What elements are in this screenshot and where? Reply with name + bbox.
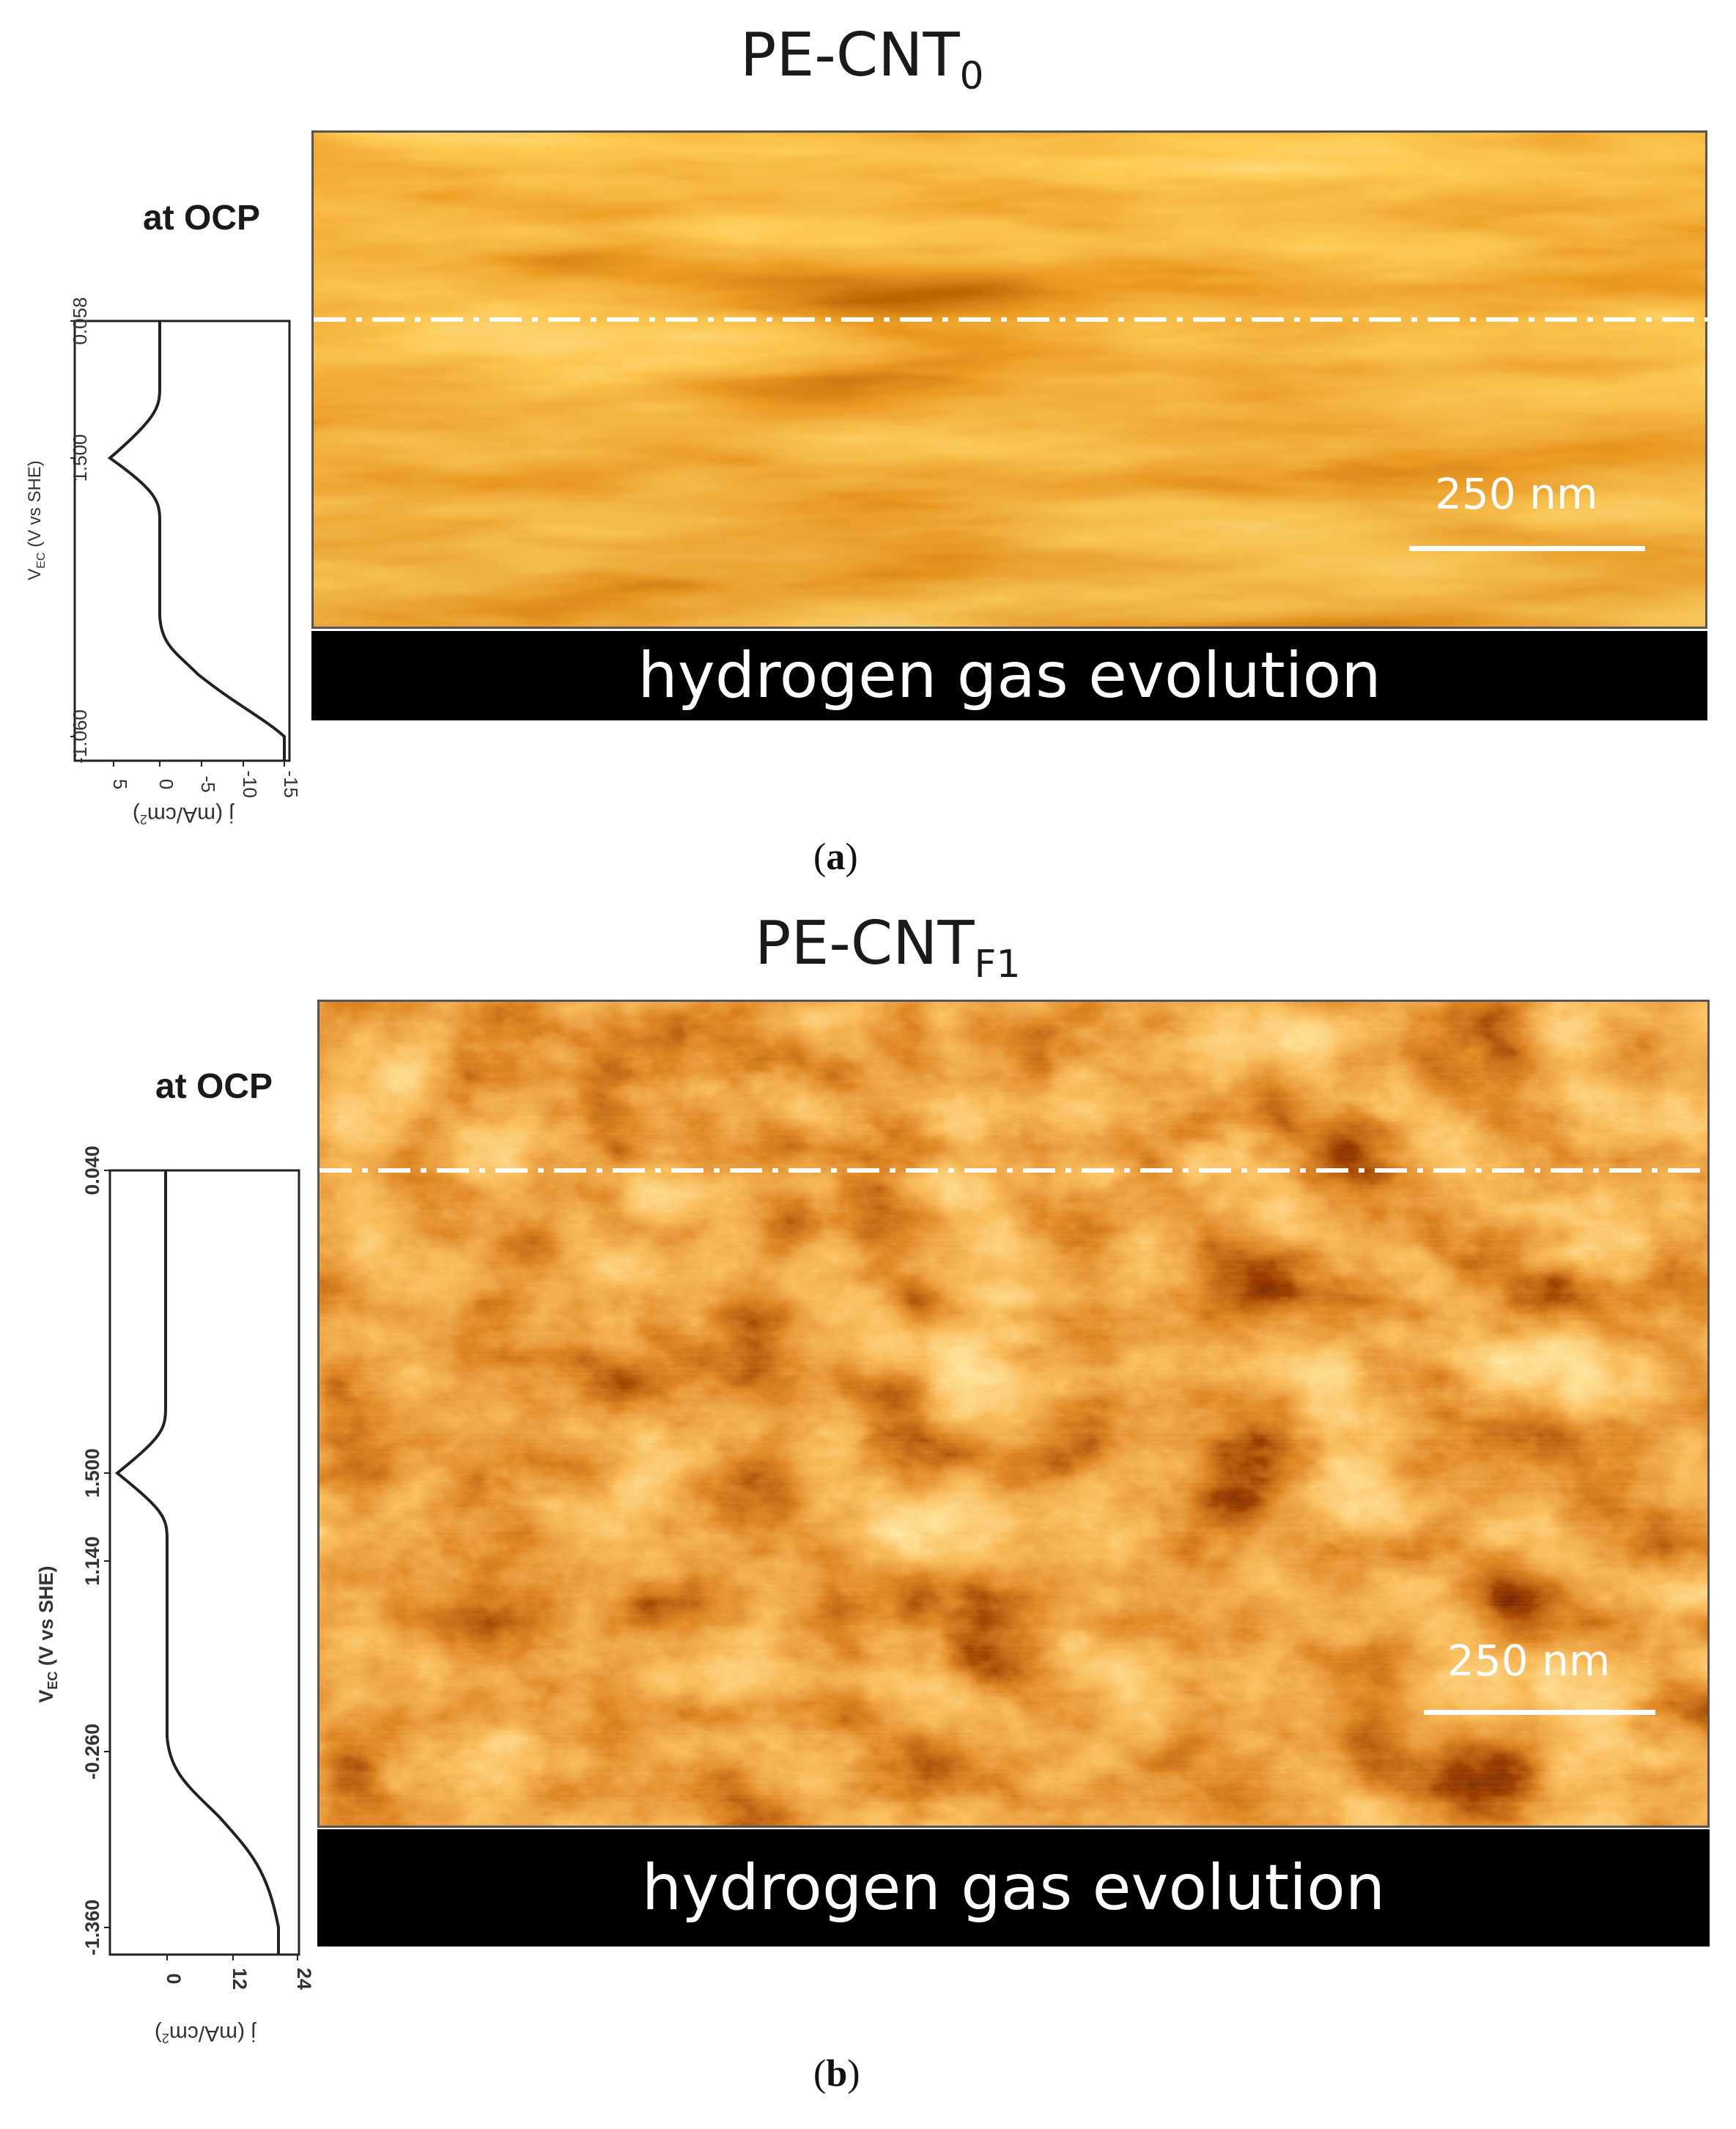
panel-b-scale-label: 250 nm [1447, 1636, 1611, 1686]
panel-b-iv-curve [114, 1170, 280, 1955]
panel-b-voltage-axis-label: VEC (V vs SHE) [35, 1565, 60, 1702]
panel-a-afm-image [311, 130, 1707, 629]
panel-b-afm-image [317, 1000, 1710, 1828]
panel-b-caption: (b) [813, 2053, 860, 2095]
panel-b-ocp-label: at OCP [155, 1067, 273, 1106]
panel-a-ocp-label: at OCP [143, 199, 261, 237]
panel-a-vtick-2: -1.060 [69, 709, 91, 764]
panel-b-ctick-2: 24 [293, 1968, 315, 1990]
panel-b-vtick-2: 1.140 [81, 1536, 103, 1586]
panel-b-afm-texture [320, 1002, 1707, 1826]
panel-b-vtick-4: -1.360 [81, 1900, 103, 1956]
panel-a-vtick-1: 1.500 [69, 434, 91, 481]
panel-a-scale-bar [1409, 546, 1645, 551]
panel-b-scale-bar [1424, 1710, 1655, 1715]
panel-a-title: PE-CNT0 [740, 21, 984, 98]
panel-b-vtick-0: 0.040 [81, 1145, 103, 1195]
panel-a-voltage-ticks: 0.058 1.500 -1.060 [69, 297, 91, 763]
panel-a-ctick-3: -10 [239, 770, 261, 798]
panel-a-ctick-4: -15 [280, 770, 302, 798]
panel-b-ctick-0: 0 [163, 1973, 185, 1984]
panel-a-ocp-marker-line [314, 317, 1735, 322]
panel-b-ctick-1: 12 [229, 1968, 251, 1990]
panel-b-vtick-3: -0.260 [81, 1724, 103, 1780]
panel-b-vtick-1: 1.500 [81, 1448, 103, 1498]
panel-b-ocp-marker-line [320, 1168, 1734, 1173]
panel-b-current-ticks: 0 12 24 [163, 1955, 315, 1990]
panel-a-ctick-2: -5 [197, 775, 219, 792]
panel-b-voltage-ticks: 0.040 1.500 1.140 -0.260 -1.360 [81, 1145, 110, 1955]
panel-a-current-ticks: 5 0 -5 -10 -15 [109, 761, 302, 798]
panel-a-ctick-0: 5 [109, 779, 131, 789]
panel-b-hydrogen-banner: hydrogen gas evolution [317, 1829, 1710, 1947]
panel-b-current-axis-label: j (mA/cm2) [155, 2021, 256, 2045]
panel-b-iv-plot: 0.040 1.500 1.140 -0.260 -1.360 VEC (V v… [35, 1145, 315, 2045]
panel-a-caption: (a) [813, 836, 858, 878]
panel-a-hydrogen-banner: hydrogen gas evolution [311, 631, 1707, 720]
panel-a-afm-texture [314, 133, 1705, 627]
panel-b-iv-frame [108, 1169, 300, 1956]
panel-a-voltage-axis-label: VEC (V vs SHE) [25, 460, 48, 580]
panel-a-ctick-1: 0 [155, 779, 177, 789]
panel-a-current-axis-label: j (mA/cm2) [133, 802, 234, 827]
panel-a-vtick-0: 0.058 [69, 297, 91, 344]
panel-a-scale-label: 250 nm [1435, 469, 1598, 519]
panel-a-iv-frame [73, 320, 291, 762]
panel-b-title: PE-CNTF1 [755, 909, 1021, 986]
panel-a-iv-plot: 0.058 1.500 -1.060 VEC (V vs SHE) 5 0 -5… [25, 297, 302, 827]
panel-a-iv-curve [107, 321, 286, 761]
